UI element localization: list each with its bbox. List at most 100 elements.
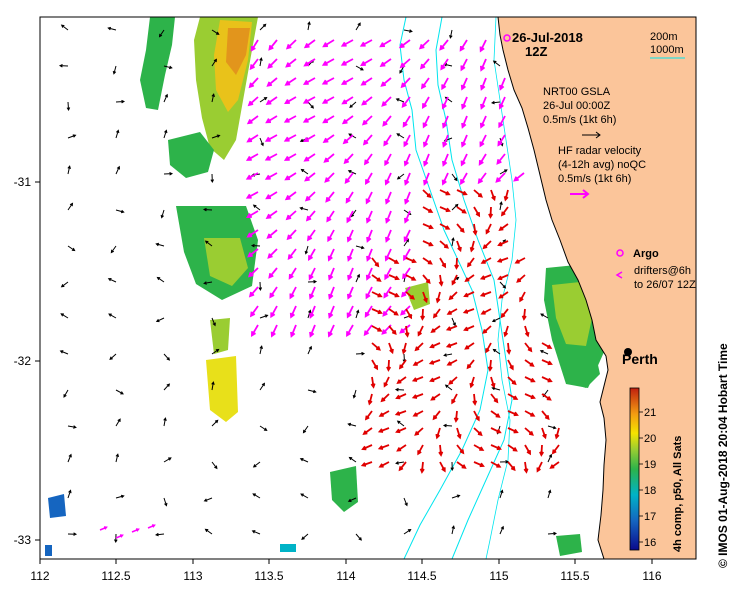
hf-radar-arrow bbox=[442, 134, 449, 148]
drifter-arrow bbox=[422, 223, 434, 230]
hf-radar-arrow bbox=[399, 324, 411, 334]
gsla-arrow bbox=[499, 201, 503, 211]
gsla-arrow bbox=[259, 57, 263, 67]
drifter-arrow bbox=[466, 257, 475, 268]
hf-radar-arrow bbox=[251, 324, 259, 337]
drifter-arrow bbox=[428, 359, 441, 365]
drifter-arrow bbox=[396, 444, 407, 452]
hf-radar-arrow bbox=[341, 115, 354, 125]
drifter-arrow bbox=[466, 359, 475, 370]
colorbar-tick-label: 20 bbox=[644, 433, 656, 445]
drifter-arrow bbox=[422, 274, 431, 285]
gsla-arrow bbox=[251, 530, 261, 535]
drifter-arrow bbox=[371, 274, 382, 282]
land-area bbox=[497, 17, 696, 559]
hf-radar-arrow bbox=[379, 39, 392, 48]
hf-radar-arrow bbox=[379, 58, 392, 67]
gsla-arrow bbox=[299, 206, 309, 211]
gsla-arrow bbox=[60, 281, 69, 288]
hf-radar-arrow bbox=[496, 153, 506, 165]
gsla-arrow bbox=[499, 169, 508, 175]
drifter-arrow bbox=[451, 393, 458, 405]
drifter-arrow bbox=[456, 461, 467, 469]
gsla-arrow bbox=[307, 389, 317, 394]
hf-radar-arrow bbox=[383, 134, 392, 147]
gsla-arrow bbox=[259, 382, 266, 391]
drifter-arrow bbox=[430, 393, 441, 401]
hf-radar-arrow bbox=[366, 229, 373, 243]
drifter-arrow bbox=[524, 410, 536, 417]
hf-radar-arrow bbox=[340, 58, 354, 66]
hf-radar-arrow bbox=[270, 305, 278, 319]
drifter-arrow bbox=[371, 308, 383, 315]
gsla-arrow bbox=[451, 203, 459, 211]
drifter-arrow bbox=[417, 444, 424, 456]
hf-radar-arrow bbox=[303, 134, 316, 143]
hf-radar-arrow bbox=[401, 96, 411, 109]
gsla-arrow bbox=[211, 461, 218, 470]
drifter-arrow bbox=[371, 342, 381, 351]
hf-radar-arrow bbox=[422, 134, 430, 148]
drifter-arrow bbox=[524, 444, 531, 456]
drifter-arrow bbox=[456, 223, 465, 234]
gsla-arrow bbox=[499, 281, 507, 289]
drifter-arrow bbox=[503, 189, 509, 202]
drifter-arrow bbox=[487, 359, 493, 372]
hf-radar-arrow bbox=[265, 210, 278, 219]
x-tick-label: 114 bbox=[336, 569, 355, 583]
gsla-arrow bbox=[451, 237, 455, 247]
hf-radar-arrow bbox=[460, 172, 468, 186]
drifter-arrow bbox=[405, 257, 417, 264]
map-date: 26-Jul-2018 bbox=[512, 30, 583, 45]
drifter-arrow bbox=[473, 427, 483, 437]
gsla-arrow bbox=[163, 65, 173, 70]
drifter-arrow bbox=[541, 342, 553, 349]
hf-radar-arrow bbox=[400, 286, 411, 298]
hf-radar-arrow bbox=[398, 39, 411, 49]
y-tick-label: -32 bbox=[14, 354, 32, 368]
hf-radar-arrow bbox=[478, 153, 487, 166]
hf-radar-arrow bbox=[321, 58, 335, 66]
hf-radar-arrow bbox=[343, 153, 354, 165]
hf-radar-arrow bbox=[366, 248, 373, 262]
drifter-arrow bbox=[514, 257, 526, 264]
gsla-arrow bbox=[443, 353, 453, 357]
gsla-arrow bbox=[449, 29, 453, 39]
hf-radar-arrow bbox=[302, 96, 316, 104]
gsla-arrow bbox=[355, 533, 362, 541]
drifter-arrow bbox=[549, 461, 560, 469]
hf-radar-arrow bbox=[345, 191, 354, 204]
hf-radar-arrow bbox=[381, 96, 392, 107]
gsla-arrow bbox=[211, 348, 220, 355]
gsla-arrow bbox=[491, 100, 501, 105]
hf-radar-arrow bbox=[360, 77, 373, 86]
drifter-arrow bbox=[432, 410, 441, 421]
y-tick-labels: -31 -32 -33 bbox=[14, 175, 32, 547]
gsla-arrow bbox=[63, 389, 69, 398]
hf-radar-arrow bbox=[340, 39, 354, 47]
gsla-arrow bbox=[115, 418, 121, 427]
hf-radar-arrow bbox=[283, 153, 297, 161]
hf-radar-arrow bbox=[400, 77, 411, 89]
drifter-arrow bbox=[497, 240, 509, 247]
gsla-arrow bbox=[259, 137, 264, 147]
hf-radar-arrow bbox=[147, 524, 156, 529]
drifter-arrow bbox=[480, 308, 492, 315]
drifter-arrow bbox=[472, 393, 478, 406]
drifter-arrow bbox=[360, 461, 373, 467]
hf-radar-arrow bbox=[247, 248, 259, 258]
drifter-arrow bbox=[541, 427, 547, 440]
hf-radar-arrow bbox=[385, 229, 392, 243]
gsla-arrow bbox=[163, 353, 171, 361]
drifter-arrow bbox=[536, 461, 543, 473]
hf-radar-arrow bbox=[495, 172, 506, 183]
drifter-arrow bbox=[490, 376, 496, 389]
perth-marker-icon bbox=[624, 348, 632, 356]
hf-radar-arrow bbox=[460, 153, 468, 167]
gsla-arrow bbox=[540, 313, 549, 319]
gsla-arrow bbox=[348, 456, 357, 463]
hf-radar-arrow bbox=[460, 77, 468, 91]
gsla-arrow bbox=[259, 23, 267, 31]
drifter-arrow bbox=[420, 308, 426, 321]
gsla-arrow bbox=[499, 489, 504, 499]
